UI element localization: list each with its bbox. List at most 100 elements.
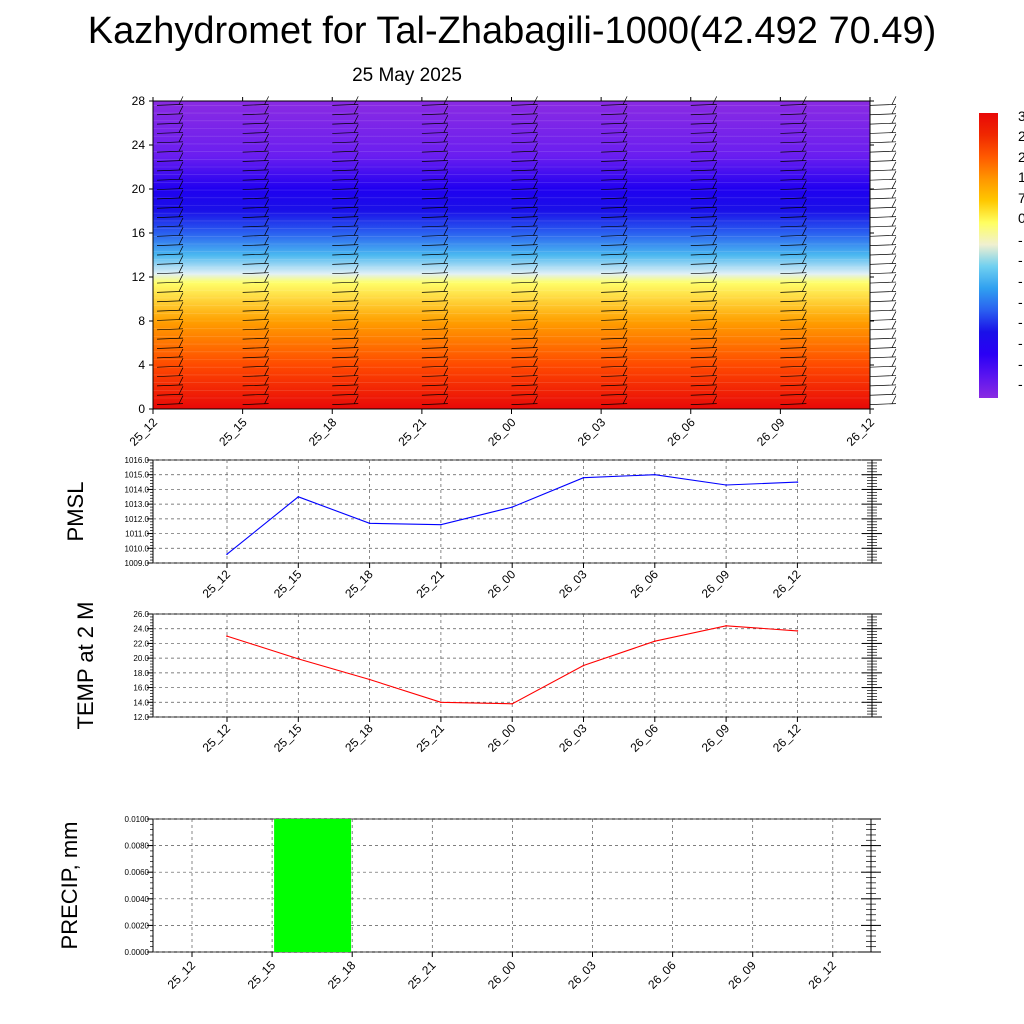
- wind-barb: [780, 337, 807, 340]
- wind-barb: [156, 132, 184, 134]
- wind-barb: [242, 197, 269, 200]
- wind-barb: [780, 272, 807, 275]
- y-tick-label: 18.0: [133, 669, 149, 678]
- wind-barb: [242, 337, 269, 340]
- colorbar-label: -: [1018, 273, 1023, 289]
- wind-barb-flag: [443, 264, 449, 273]
- x-tick-label: 26_00: [485, 415, 519, 449]
- wind-barb: [511, 375, 538, 377]
- wind-barb-flag: [712, 320, 718, 329]
- wind-barb-flag: [353, 180, 359, 189]
- wind-barb-flag: [178, 264, 184, 273]
- wind-barb-flag: [443, 376, 449, 386]
- wind-barb: [242, 150, 269, 153]
- wind-barb: [780, 206, 807, 209]
- wind-barb: [242, 281, 269, 284]
- y-tick-label: 0.0080: [125, 842, 150, 851]
- wind-barb: [421, 272, 448, 275]
- wind-barb-flag: [712, 283, 718, 292]
- wind-barb-flag: [178, 199, 184, 208]
- wind-barb-flag: [443, 171, 449, 180]
- wind-barb: [421, 244, 448, 246]
- wind-barb: [332, 169, 359, 172]
- wind-barb-flag: [533, 311, 538, 320]
- x-tick-label: 25_18: [342, 567, 376, 601]
- wind-barb: [780, 403, 807, 405]
- wind-barb: [332, 197, 359, 200]
- wind-barb-flag: [802, 329, 807, 339]
- wind-barb: [421, 365, 448, 368]
- wind-barb: [601, 132, 628, 134]
- x-tick-label: 26_03: [556, 567, 590, 601]
- wind-barb: [511, 263, 538, 265]
- wind-barb: [780, 384, 807, 387]
- wind-barb: [601, 113, 628, 116]
- wind-barb: [242, 132, 269, 134]
- x-tick-label: 25_18: [342, 721, 376, 755]
- wind-barb: [780, 132, 807, 134]
- wind-barb-flag: [443, 311, 449, 320]
- wind-barb: [332, 337, 359, 340]
- wind-barb-flag: [622, 358, 628, 367]
- wind-barb-flag: [622, 133, 628, 142]
- wind-barb: [869, 253, 897, 256]
- wind-barb: [511, 384, 538, 387]
- y-tick-label: 1016.0: [125, 456, 150, 465]
- wind-barb-flag: [178, 189, 184, 199]
- wind-barb: [869, 300, 897, 303]
- wind-barb-flag: [443, 320, 449, 329]
- wind-barb-flag: [622, 386, 628, 395]
- wind-barb: [511, 403, 538, 405]
- wind-barb-flag: [443, 292, 449, 301]
- wind-barb: [780, 281, 807, 284]
- wind-barb-flag: [178, 358, 184, 367]
- wind-barb-flag: [802, 311, 807, 320]
- wind-barb-flag: [178, 320, 184, 329]
- wind-barb-flag: [622, 367, 628, 376]
- wind-barb: [332, 188, 359, 190]
- wind-barb: [780, 188, 807, 190]
- wind-barb-flag: [712, 348, 718, 358]
- data-point: [440, 701, 442, 704]
- wind-barb-flag: [353, 395, 359, 404]
- wind-barb-flag: [712, 273, 718, 283]
- wind-barb: [690, 169, 717, 172]
- wind-barb-flag: [353, 358, 359, 367]
- wind-barb-flag: [443, 180, 449, 189]
- wind-barb: [156, 244, 184, 246]
- wind-barb-flag: [443, 236, 449, 245]
- y-tick-label: 28: [132, 94, 146, 108]
- wind-barb-flag: [891, 114, 897, 124]
- wind-barb-flag: [443, 245, 449, 255]
- wind-barb: [511, 300, 538, 303]
- wind-barb: [242, 160, 269, 162]
- wind-barb-flag: [178, 152, 184, 161]
- wind-barb-flag: [802, 339, 807, 348]
- wind-barb-flag: [353, 255, 359, 264]
- x-tick-label: 26_03: [565, 958, 599, 992]
- wind-barb: [780, 291, 807, 293]
- wind-barb: [421, 403, 448, 405]
- wind-barb-flag: [802, 96, 807, 105]
- wind-barb-flag: [264, 227, 269, 236]
- wind-barb: [690, 216, 717, 218]
- wind-barb-flag: [712, 329, 718, 339]
- wind-barb: [156, 365, 184, 368]
- wind-barb-flag: [264, 245, 269, 255]
- wind-barb: [690, 104, 717, 106]
- wind-barb: [511, 253, 538, 256]
- wind-barb-flag: [353, 264, 359, 273]
- wind-barb: [421, 216, 448, 218]
- wind-barb-flag: [802, 301, 807, 311]
- wind-barb: [601, 319, 628, 321]
- wind-barb: [242, 300, 269, 303]
- wind-barb: [601, 178, 628, 181]
- wind-barb-flag: [622, 283, 628, 292]
- wind-barb: [601, 141, 628, 144]
- wind-barb: [601, 169, 628, 172]
- wind-barb: [780, 160, 807, 162]
- wind-barb-flag: [712, 386, 718, 395]
- wind-barb-flag: [622, 311, 628, 320]
- wind-barb: [242, 309, 269, 312]
- wind-barb: [869, 150, 897, 153]
